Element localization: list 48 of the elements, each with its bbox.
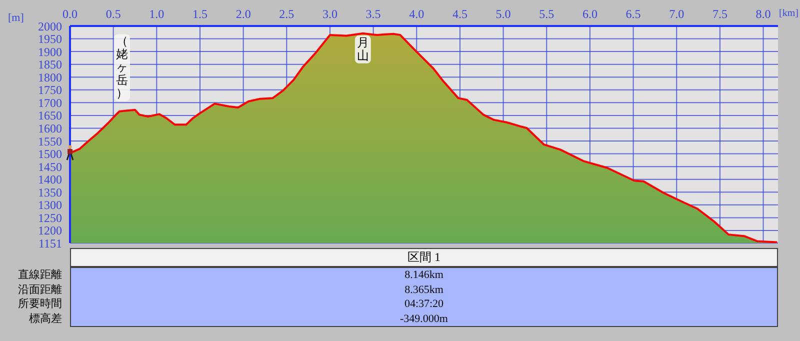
x-tick-label: 1.5 — [192, 7, 208, 21]
annotation: （姥ヶ岳） — [116, 34, 128, 100]
text: 04:37:20 — [403, 297, 445, 311]
y-axis-title: [m] — [8, 12, 24, 24]
annotation: 月山 — [356, 35, 369, 62]
y-tick-label: 1800 — [38, 70, 62, 84]
x-tick-label: 0.5 — [106, 7, 121, 21]
y-tick-label: 1400 — [38, 172, 62, 187]
y-tick-label: 1750 — [38, 83, 62, 98]
x-tick-label: 7.5 — [712, 7, 728, 21]
text: 区間 1 — [70, 248, 778, 267]
text: 8.146km — [404, 268, 444, 282]
text: 8.365km — [404, 282, 444, 296]
x-tick-label: 6.5 — [626, 7, 641, 21]
y-tick-label: 2000 — [38, 19, 62, 34]
y-tick-label: 1151 — [38, 236, 62, 250]
text: 沿面距離 — [17, 282, 62, 296]
x-tick-label: 3.5 — [366, 7, 381, 21]
y-tick-label: 1200 — [38, 224, 62, 238]
x-tick-label: 3.0 — [322, 7, 338, 21]
y-tick-label: 1300 — [38, 198, 62, 212]
y-tick-label: 1950 — [38, 32, 62, 46]
x-tick-label: 2.0 — [236, 7, 251, 21]
y-tick-label: 1450 — [38, 160, 62, 174]
y-tick-label: 1650 — [38, 108, 62, 123]
text: 標高差 — [28, 312, 62, 326]
x-tick-label: 4.0 — [409, 7, 424, 21]
x-tick-label: 2.5 — [279, 7, 294, 21]
y-tick-label: 1500 — [38, 147, 62, 162]
x-tick-label: 6.0 — [582, 7, 598, 21]
x-tick-label: 8.0 — [756, 7, 771, 21]
text: 所要時間 — [17, 297, 62, 311]
y-tick-label: 1250 — [38, 210, 62, 225]
text: 直線距離 — [17, 268, 62, 282]
text: -349.000m — [399, 312, 449, 326]
y-tick-label: 1700 — [38, 96, 62, 110]
x-tick-label: 4.5 — [452, 7, 468, 21]
x-tick-label: 0.0 — [62, 7, 78, 21]
y-tick-label: 1550 — [38, 134, 62, 148]
x-tick-label: 5.0 — [496, 7, 511, 21]
x-tick-label: 7.0 — [669, 7, 684, 21]
x-axis-title: [km] — [779, 8, 798, 19]
x-tick-label: 1.0 — [149, 7, 164, 21]
x-tick-label: 5.5 — [539, 7, 554, 21]
y-tick-label: 1350 — [38, 185, 62, 200]
y-tick-label: 1900 — [38, 44, 62, 59]
y-tick-label: 1600 — [38, 122, 62, 136]
y-tick-label: 1850 — [38, 58, 62, 72]
